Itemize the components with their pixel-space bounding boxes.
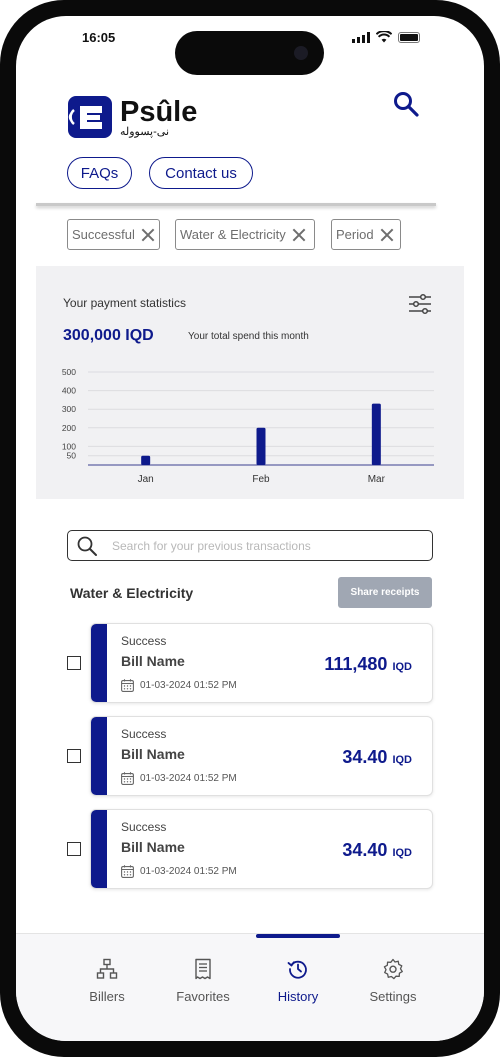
row-checkbox[interactable] — [67, 749, 81, 763]
tab-label: Billers — [89, 989, 125, 1004]
filter-chip-water-electricity[interactable]: Water & Electricity — [175, 219, 315, 250]
amount-currency: IQD — [392, 847, 412, 859]
tab-favorites[interactable]: Favorites — [158, 958, 248, 1008]
y-tick-label: 50 — [67, 451, 77, 461]
transaction-status: Success — [121, 727, 167, 741]
psule-logo-icon — [68, 96, 112, 138]
x-tick-label: Jan — [138, 474, 154, 485]
filter-chip-label: Water & Electricity — [180, 227, 286, 242]
close-icon[interactable] — [141, 228, 155, 242]
amount-value: 111,480 — [324, 654, 388, 674]
section-title: Water & Electricity — [70, 585, 194, 601]
x-tick-label: Mar — [368, 474, 386, 485]
bill-name: Bill Name — [121, 746, 185, 762]
status-time: 16:05 — [82, 30, 116, 45]
transaction-amount: 34.40 IQD — [342, 840, 412, 861]
signal-icon — [352, 31, 370, 43]
amount-currency: IQD — [392, 754, 412, 766]
active-tab-indicator — [256, 934, 340, 938]
bottom-tab-bar — [16, 933, 484, 1041]
share-receipts-button[interactable]: Share receipts — [338, 577, 432, 608]
filter-chip-successful[interactable]: Successful — [67, 219, 160, 250]
receipt-icon — [195, 958, 211, 980]
y-tick-label: 100 — [62, 441, 76, 451]
card-accent — [91, 624, 107, 702]
tab-label: Favorites — [176, 989, 230, 1004]
transaction-status: Success — [121, 634, 167, 648]
card-accent — [91, 717, 107, 795]
filter-chip-label: Period — [336, 227, 374, 242]
faqs-button[interactable]: FAQs — [67, 157, 132, 189]
transaction-date: 01-03-2024 01:52 PM — [140, 773, 237, 784]
transaction-row: Success Bill Name 01-03-2024 01:52 PM 34… — [16, 716, 484, 796]
contact-us-button[interactable]: Contact us — [149, 157, 253, 189]
tab-label: History — [277, 989, 319, 1004]
transaction-amount: 111,480 IQD — [324, 654, 412, 675]
history-icon — [287, 960, 307, 979]
chart-bar — [371, 403, 381, 465]
y-tick-label: 200 — [62, 423, 76, 433]
battery-icon — [398, 31, 420, 43]
tab-history[interactable]: History — [253, 958, 343, 1008]
header-divider — [36, 203, 436, 206]
transaction-date: 01-03-2024 01:52 PM — [140, 866, 237, 877]
row-checkbox[interactable] — [67, 656, 81, 670]
bill-name: Bill Name — [121, 653, 185, 669]
close-icon[interactable] — [292, 228, 306, 242]
filter-chip-label: Successful — [72, 227, 135, 242]
total-amount-note: Your total spend this month — [188, 331, 309, 342]
search-icon[interactable] — [392, 90, 420, 118]
y-tick-label: 500 — [62, 367, 76, 377]
brand-logo[interactable]: Psûle نی-پسووله — [68, 96, 197, 138]
brand-name: Psûle — [120, 95, 198, 128]
gear-icon — [383, 958, 403, 980]
transaction-status: Success — [121, 820, 167, 834]
transaction-row: Success Bill Name 01-03-2024 01:52 PM 34… — [16, 809, 484, 889]
payment-statistics-panel: Your payment statistics 300,000 IQD Your… — [36, 266, 464, 499]
filter-chip-period[interactable]: Period — [331, 219, 401, 250]
row-checkbox[interactable] — [67, 842, 81, 856]
tab-label: Settings — [369, 989, 417, 1004]
dynamic-island — [175, 31, 324, 75]
tab-settings[interactable]: Settings — [348, 958, 438, 1008]
calendar-icon — [121, 865, 134, 878]
stats-title: Your payment statistics — [63, 296, 186, 310]
app-screen: 16:05 Psûle نی-پسووله FAQs Contact us — [16, 16, 484, 1041]
chart-bar — [256, 427, 266, 465]
bill-name: Bill Name — [121, 839, 185, 855]
x-tick-label: Feb — [252, 474, 270, 485]
transaction-row: Success Bill Name 01-03-2024 01:52 PM 11… — [16, 623, 484, 703]
chart-bar — [141, 455, 151, 465]
transaction-card[interactable]: Success Bill Name 01-03-2024 01:52 PM 34… — [90, 716, 433, 796]
amount-currency: IQD — [392, 661, 412, 673]
transaction-amount: 34.40 IQD — [342, 747, 412, 768]
y-tick-label: 300 — [62, 404, 76, 414]
status-icons — [352, 31, 420, 43]
search-icon — [77, 536, 97, 556]
amount-value: 34.40 — [342, 747, 388, 767]
transaction-card[interactable]: Success Bill Name 01-03-2024 01:52 PM 11… — [90, 623, 433, 703]
y-tick-label: 400 — [62, 386, 76, 396]
search-input[interactable] — [112, 534, 422, 558]
close-icon[interactable] — [380, 228, 394, 242]
card-accent — [91, 810, 107, 888]
transaction-card[interactable]: Success Bill Name 01-03-2024 01:52 PM 34… — [90, 809, 433, 889]
total-amount: 300,000 IQD — [63, 327, 154, 344]
sitemap-icon — [96, 958, 118, 979]
wifi-icon — [376, 31, 392, 43]
brand-subtitle: نی-پسووله — [120, 125, 170, 138]
amount-value: 34.40 — [342, 840, 388, 860]
sliders-icon[interactable] — [408, 293, 432, 315]
calendar-icon — [121, 679, 134, 692]
calendar-icon — [121, 772, 134, 785]
transactions-search[interactable] — [67, 530, 433, 561]
transaction-date: 01-03-2024 01:52 PM — [140, 680, 237, 691]
tab-billers[interactable]: Billers — [62, 958, 152, 1008]
